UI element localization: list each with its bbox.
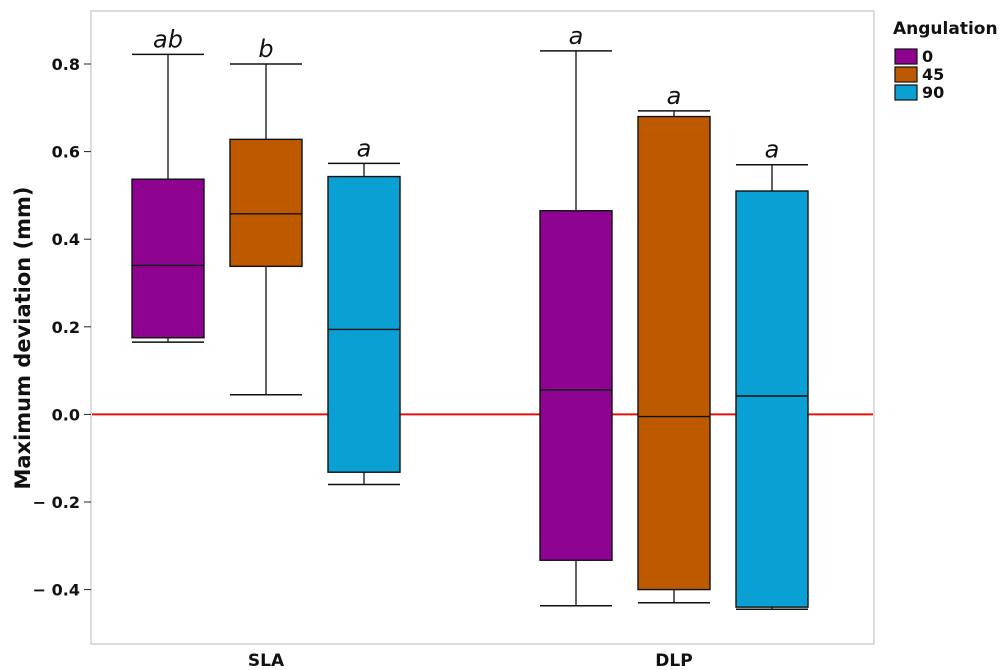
- box-sla-0: ab: [131, 25, 205, 343]
- y-tick-label: 0.4: [52, 230, 80, 249]
- y-axis-label: Maximum deviation (mm): [11, 186, 35, 489]
- y-tick-label: 0.6: [52, 143, 80, 162]
- significance-label: b: [258, 35, 273, 63]
- legend-swatch: [894, 66, 918, 83]
- box-body: [637, 115, 711, 591]
- x-category-label: DLP: [655, 651, 692, 670]
- legend-swatch: [894, 48, 918, 65]
- box-dlp-90: a: [735, 136, 809, 611]
- x-category-label: SLA: [248, 651, 285, 670]
- box-sla-45: b: [229, 35, 303, 396]
- box-body: [327, 175, 401, 473]
- box-dlp-0: a: [539, 22, 613, 607]
- y-tick-label: 0.0: [52, 405, 80, 424]
- box-body: [131, 178, 205, 339]
- significance-label: a: [357, 134, 372, 162]
- significance-label: a: [667, 82, 682, 110]
- box-sla-90: a: [327, 134, 401, 486]
- legend-swatch: [894, 84, 918, 101]
- boxes: ab b a a a a: [131, 22, 809, 611]
- legend-title: Angulation: [893, 19, 998, 39]
- box-body: [735, 190, 809, 608]
- y-tick-label: 0.2: [52, 318, 80, 337]
- y-tick-label: − 0.4: [33, 581, 80, 600]
- box-body: [229, 138, 303, 268]
- box-body: [539, 210, 613, 561]
- y-axis: 0.8 0.6 0.4 0.2 0.0 − 0.2 − 0.4: [33, 55, 91, 600]
- y-tick-label: − 0.2: [33, 493, 80, 512]
- significance-label: ab: [153, 25, 183, 53]
- significance-label: a: [569, 22, 584, 50]
- legend-label: 45: [922, 65, 944, 84]
- x-axis: SLA DLP: [248, 651, 693, 670]
- legend-label: 90: [922, 83, 944, 102]
- legend-label: 0: [922, 47, 933, 66]
- significance-label: a: [765, 136, 780, 164]
- box-dlp-45: a: [637, 82, 711, 604]
- y-tick-label: 0.8: [52, 55, 80, 74]
